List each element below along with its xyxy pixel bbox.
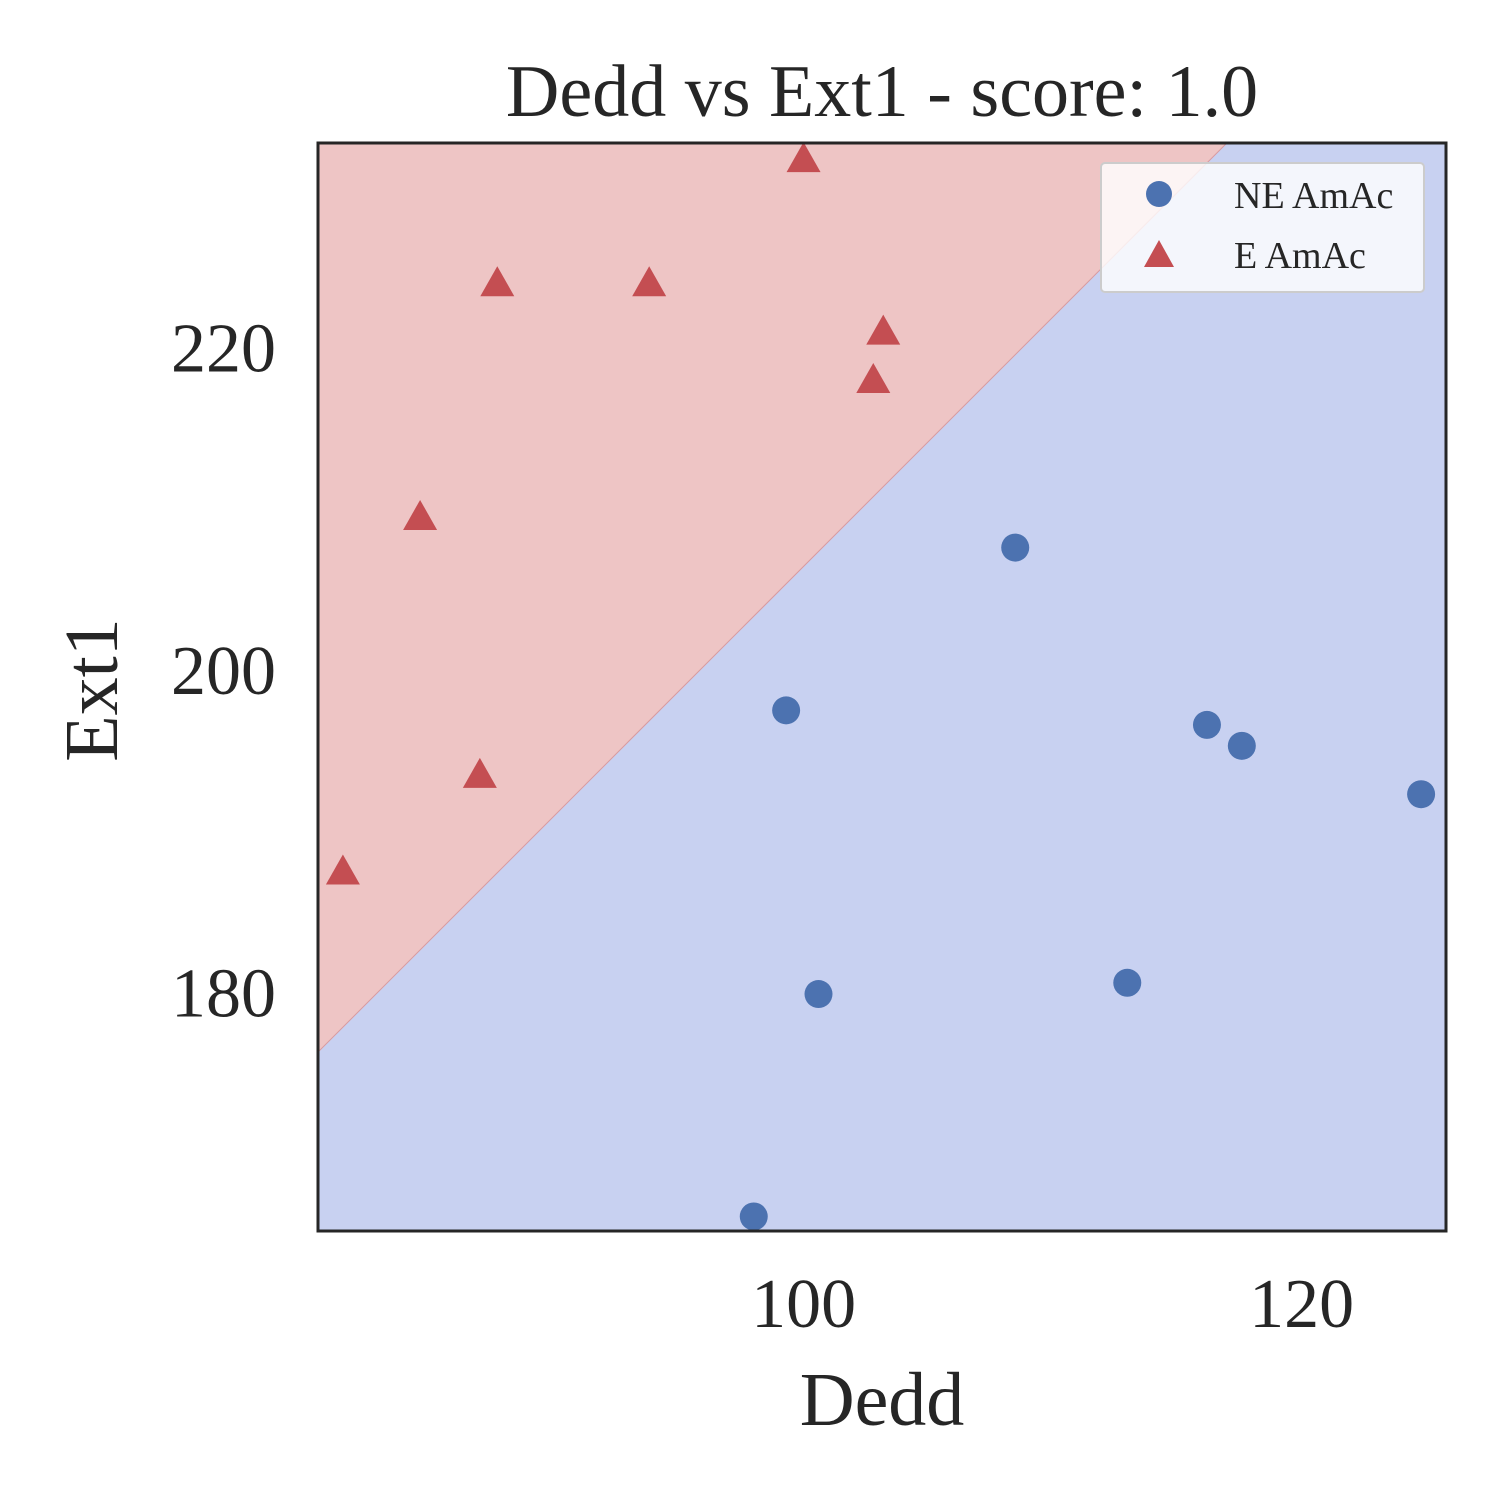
e-amac-point-6 bbox=[856, 362, 891, 393]
legend: NE AmAc E AmAc bbox=[1100, 162, 1425, 293]
ne-amac-point-6 bbox=[1227, 731, 1256, 760]
legend-label-e-amac: E AmAc bbox=[1234, 235, 1366, 277]
e-amac-point-5 bbox=[786, 143, 821, 173]
legend-marker-ne-amac bbox=[1146, 181, 1172, 207]
legend-marker-e-amac bbox=[1144, 240, 1174, 267]
e-amac-point-3 bbox=[480, 266, 515, 297]
points-layer bbox=[325, 143, 1436, 1231]
x-axis-ticks: 100 120 bbox=[751, 1266, 1354, 1343]
ne-amac-point-2 bbox=[804, 980, 833, 1009]
y-axis-label: Ext1 bbox=[50, 618, 134, 762]
y-tick-label: 200 bbox=[171, 633, 276, 710]
x-tick-label: 120 bbox=[1249, 1266, 1354, 1343]
ne-amac-point-0 bbox=[739, 1202, 768, 1231]
y-axis-ticks: 180 200 220 bbox=[171, 311, 276, 1033]
e-amac-point-7 bbox=[866, 314, 901, 345]
plot-frame bbox=[316, 141, 1448, 1233]
ne-amac-point-3 bbox=[1001, 533, 1030, 562]
decision-boundary bbox=[318, 143, 1228, 1053]
ne-amac-point-7 bbox=[1407, 780, 1436, 809]
e-amac-point-1 bbox=[403, 499, 438, 530]
chart-title: Dedd vs Ext1 - score: 1.0 bbox=[506, 51, 1258, 133]
plot-area bbox=[318, 143, 1446, 1231]
legend-box bbox=[1100, 162, 1425, 293]
ne-amac-point-5 bbox=[1192, 710, 1221, 739]
e-amac-point-2 bbox=[462, 757, 497, 788]
e-amac-point-0 bbox=[325, 854, 360, 885]
y-tick-label: 180 bbox=[171, 955, 276, 1032]
ne-amac-point-4 bbox=[1113, 968, 1142, 997]
legend-label-ne-amac: NE AmAc bbox=[1234, 175, 1393, 217]
x-tick-label: 100 bbox=[751, 1266, 856, 1343]
y-tick-label: 220 bbox=[171, 311, 276, 388]
e-amac-point-4 bbox=[632, 266, 667, 297]
x-axis-label: Dedd bbox=[800, 1358, 965, 1442]
ne-amac-point-1 bbox=[772, 696, 801, 725]
region-ne-amac bbox=[318, 143, 1446, 1231]
